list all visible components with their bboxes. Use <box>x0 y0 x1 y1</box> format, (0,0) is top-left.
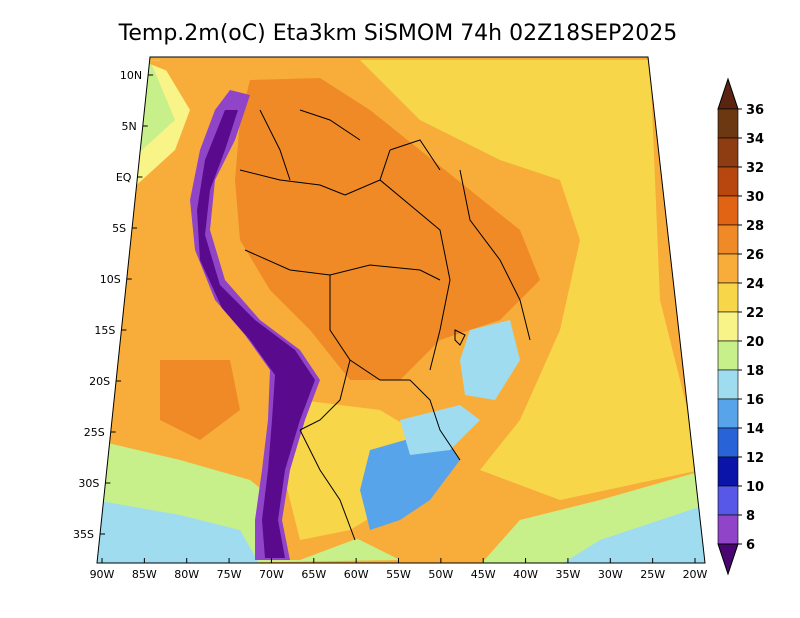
colorbar-label: 24 <box>746 277 764 292</box>
land-mild-south <box>285 400 430 540</box>
land-cold-south <box>360 430 460 530</box>
colorbar-segment <box>717 485 739 516</box>
colorbar-segment <box>717 514 739 545</box>
andes-core <box>197 110 315 558</box>
colorbar-segment <box>717 224 739 255</box>
lon-label: 55W <box>386 568 411 581</box>
colorbar-segment <box>717 166 739 197</box>
colorbar: 36 34 32 30 28 26 24 22 20 18 16 14 12 10 8 6 <box>717 77 764 576</box>
lat-label: 30S <box>78 477 99 490</box>
lat-label: 10S <box>100 273 121 286</box>
colorbar-segment <box>717 282 739 313</box>
colorbar-segment <box>717 398 739 429</box>
longitude-axis: 90W 85W 80W 75W 70W 65W 60W 55W 50W 45W 40W 35W 30W 2… <box>90 558 708 581</box>
ocean-cold-atlantic-south <box>560 505 705 563</box>
colorbar-label: 34 <box>746 132 764 147</box>
colorbar-label: 28 <box>746 219 764 234</box>
lon-label: 20W <box>683 568 708 581</box>
lon-label: 40W <box>513 568 538 581</box>
colorbar-label: 14 <box>746 422 764 437</box>
latitude-axis: 10N 5N EQ 5S 10S 15S 20S 25S 30S 35S <box>73 69 154 541</box>
colorbar-label: 26 <box>746 248 764 263</box>
lat-label: 5S <box>112 222 126 235</box>
colorbar-top-arrow <box>717 77 739 110</box>
lon-label: 85W <box>132 568 157 581</box>
colorbar-segment <box>717 340 739 371</box>
land-cool-highlands <box>460 320 520 400</box>
map-title: Temp.2m(oC) Eta3km SiSMOM 74h 02Z18SEP20… <box>118 21 678 46</box>
lat-label: 25S <box>84 426 105 439</box>
lon-label: 60W <box>344 568 369 581</box>
ocean-warm-patch <box>160 360 240 440</box>
colorbar-label: 10 <box>746 480 764 495</box>
lon-label: 75W <box>217 568 242 581</box>
lon-label: 50W <box>428 568 453 581</box>
lat-label: 15S <box>94 324 115 337</box>
lon-label: 90W <box>90 568 115 581</box>
lon-label: 80W <box>174 568 199 581</box>
temperature-field <box>97 57 705 563</box>
ocean-cold-south <box>97 500 260 563</box>
colorbar-segment <box>717 195 739 226</box>
lon-label: 70W <box>259 568 284 581</box>
colorbar-label: 22 <box>746 306 764 321</box>
colorbar-segment <box>717 311 739 342</box>
lon-label: 35W <box>555 568 580 581</box>
country-borders <box>239 109 531 541</box>
ocean-mild-band <box>360 60 700 500</box>
colorbar-label: 12 <box>746 451 764 466</box>
lat-label: EQ <box>116 171 132 184</box>
lon-label: 45W <box>471 568 496 581</box>
colorbar-bottom-arrow <box>717 543 739 576</box>
colorbar-segment <box>717 253 739 284</box>
lon-label: 65W <box>301 568 326 581</box>
colorbar-label: 36 <box>746 103 764 118</box>
colorbar-label: 32 <box>746 161 764 176</box>
lat-label: 35S <box>73 528 94 541</box>
map-frame <box>96 56 706 564</box>
colorbar-label: 20 <box>746 335 764 350</box>
lat-label: 20S <box>89 375 110 388</box>
colorbar-label: 16 <box>746 393 764 408</box>
colorbar-label: 30 <box>746 190 764 205</box>
land-hot-interior <box>235 78 540 380</box>
lat-label: 10N <box>120 69 142 82</box>
colorbar-segment <box>717 456 739 487</box>
colorbar-segment <box>717 108 739 139</box>
colorbar-segment <box>717 137 739 168</box>
lon-label: 30W <box>598 568 623 581</box>
lon-label: 25W <box>640 568 665 581</box>
colorbar-label: 18 <box>746 364 764 379</box>
colorbar-segment <box>717 369 739 400</box>
lat-label: 5N <box>122 120 137 133</box>
colorbar-label: 6 <box>746 538 755 553</box>
colorbar-label: 8 <box>746 509 755 524</box>
colorbar-segment <box>717 427 739 458</box>
